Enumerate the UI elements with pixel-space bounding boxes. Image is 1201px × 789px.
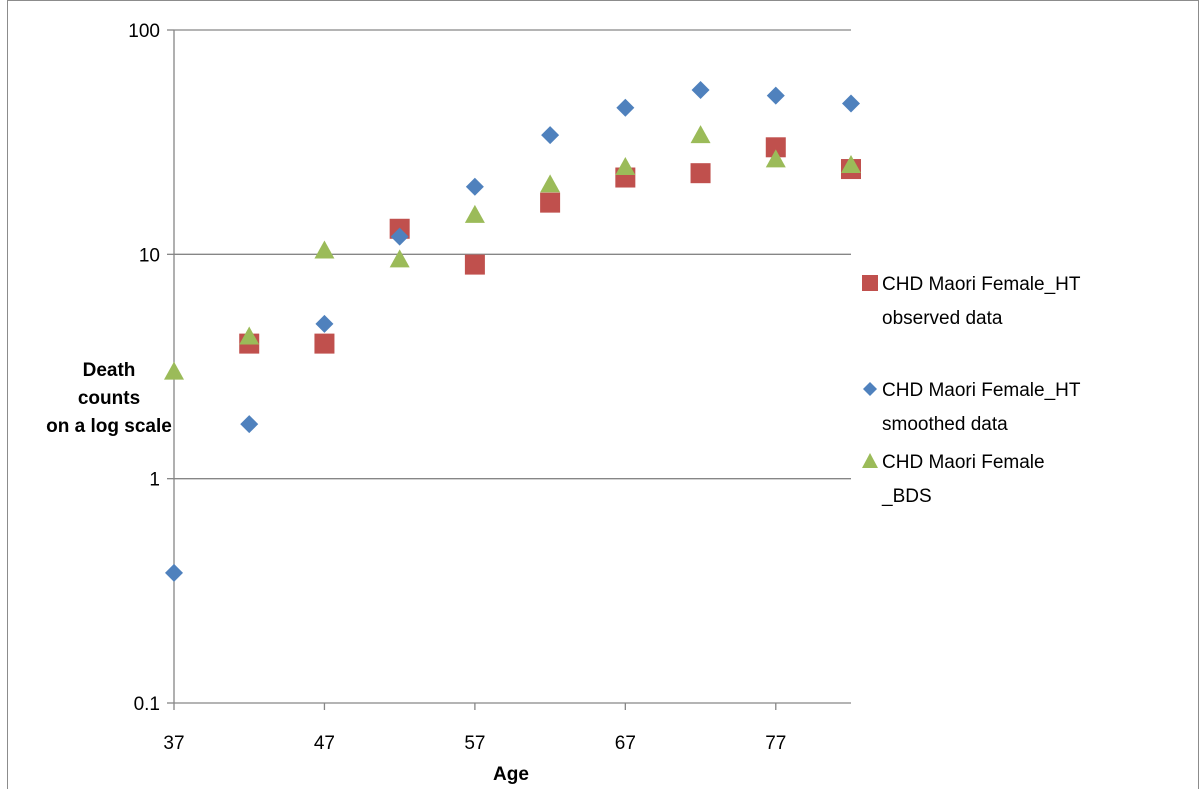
legend: CHD Maori Female_HT observed data CHD Maor… bbox=[862, 274, 1081, 507]
legend-entry-label: CHD Maori Female_HT bbox=[882, 380, 1081, 401]
diamond-point bbox=[766, 86, 785, 105]
legend-diamond-icon bbox=[863, 382, 877, 396]
diamond-point bbox=[390, 227, 409, 246]
diamond-point bbox=[465, 177, 484, 196]
diamond-point bbox=[240, 415, 259, 434]
x-tick-label: 57 bbox=[464, 733, 485, 754]
marker-layer bbox=[164, 81, 861, 582]
triangle-point bbox=[164, 361, 184, 380]
triangle-point bbox=[690, 125, 711, 144]
y-axis-title-line: Death bbox=[83, 360, 136, 381]
y-tick-label: 10 bbox=[139, 245, 160, 266]
legend-square-icon bbox=[862, 275, 878, 291]
triangle-point bbox=[239, 326, 260, 345]
y-tick-label: 100 bbox=[128, 21, 160, 42]
legend-entry-label: observed data bbox=[882, 308, 1003, 329]
square-point bbox=[540, 192, 561, 213]
triangle-point bbox=[765, 149, 786, 168]
y-axis-title: Death counts on a log scale bbox=[46, 360, 172, 437]
triangle-point bbox=[389, 249, 410, 268]
diamond-point bbox=[315, 314, 334, 333]
diamond-point bbox=[616, 98, 635, 117]
square-point bbox=[314, 333, 335, 354]
legend-triangle-icon bbox=[862, 453, 878, 468]
y-axis-title-line: counts bbox=[78, 388, 140, 409]
triangle-point bbox=[540, 174, 561, 193]
x-tick-label: 67 bbox=[615, 733, 636, 754]
diamond-point bbox=[842, 94, 860, 113]
diamond-point bbox=[691, 81, 710, 100]
grid-layer bbox=[174, 29, 851, 480]
square-point bbox=[765, 137, 786, 158]
y-tick-label: 0.1 bbox=[134, 694, 160, 715]
legend-entry-label: _BDS bbox=[881, 486, 932, 507]
x-tick-label: 77 bbox=[765, 733, 786, 754]
triangle-point bbox=[314, 240, 335, 259]
x-tick-label: 37 bbox=[163, 733, 184, 754]
triangle-point bbox=[464, 204, 485, 223]
legend-entry-label: smoothed data bbox=[882, 414, 1008, 435]
x-axis-title: Age bbox=[493, 764, 529, 785]
chart-frame bbox=[7, 0, 1199, 789]
legend-entry-label: CHD Maori Female bbox=[882, 452, 1045, 473]
y-tick-label: 1 bbox=[149, 470, 160, 491]
square-point bbox=[464, 254, 485, 275]
y-axis-title-line: on a log scale bbox=[46, 416, 172, 437]
axis-layer: 0.1 1 10 100 37 47 57 67 77 bbox=[128, 21, 851, 754]
x-tick-label: 47 bbox=[314, 733, 335, 754]
triangle-point bbox=[615, 157, 636, 176]
triangle-point bbox=[841, 155, 861, 174]
square-point bbox=[690, 163, 711, 184]
diamond-point bbox=[165, 563, 183, 582]
diamond-point bbox=[541, 126, 560, 145]
legend-entry-label: CHD Maori Female_HT bbox=[882, 274, 1081, 295]
